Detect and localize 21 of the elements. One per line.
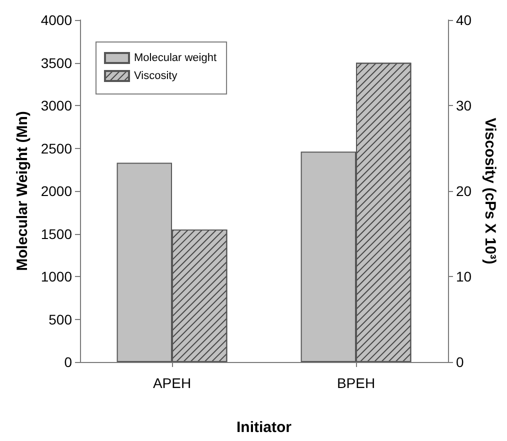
y-tick-label: 1000 [40, 268, 72, 284]
y-tick-label: 1500 [40, 226, 72, 242]
y2-tick-label: 20 [456, 183, 472, 199]
y-tick-label: 3000 [40, 98, 72, 114]
y-axis-title: Molecular Weight (Mn) [14, 111, 31, 271]
x-tick-label: APEH [152, 375, 192, 391]
y2-tick-label: 0 [456, 354, 464, 370]
y2-tick-label: 30 [456, 98, 472, 114]
legend-label: Viscosity [134, 70, 178, 82]
y2-tick-label: 40 [456, 12, 472, 28]
y-tick-label: 4000 [40, 12, 72, 28]
y2-axis-title: Viscosity (cPs X 10³) [481, 118, 498, 264]
y-tick-label: 2000 [40, 183, 72, 199]
x-tick-label: BPEH [336, 375, 376, 391]
y-tick-label: 0 [64, 354, 72, 370]
y-tick-label: 2500 [40, 140, 72, 156]
legend-label: Molecular weight [134, 52, 217, 64]
y-tick-label: 500 [48, 311, 72, 328]
y-tick-label: 3500 [40, 54, 72, 71]
y2-tick-label: 10 [456, 268, 472, 284]
x-axis-title: Initiator [236, 419, 292, 436]
